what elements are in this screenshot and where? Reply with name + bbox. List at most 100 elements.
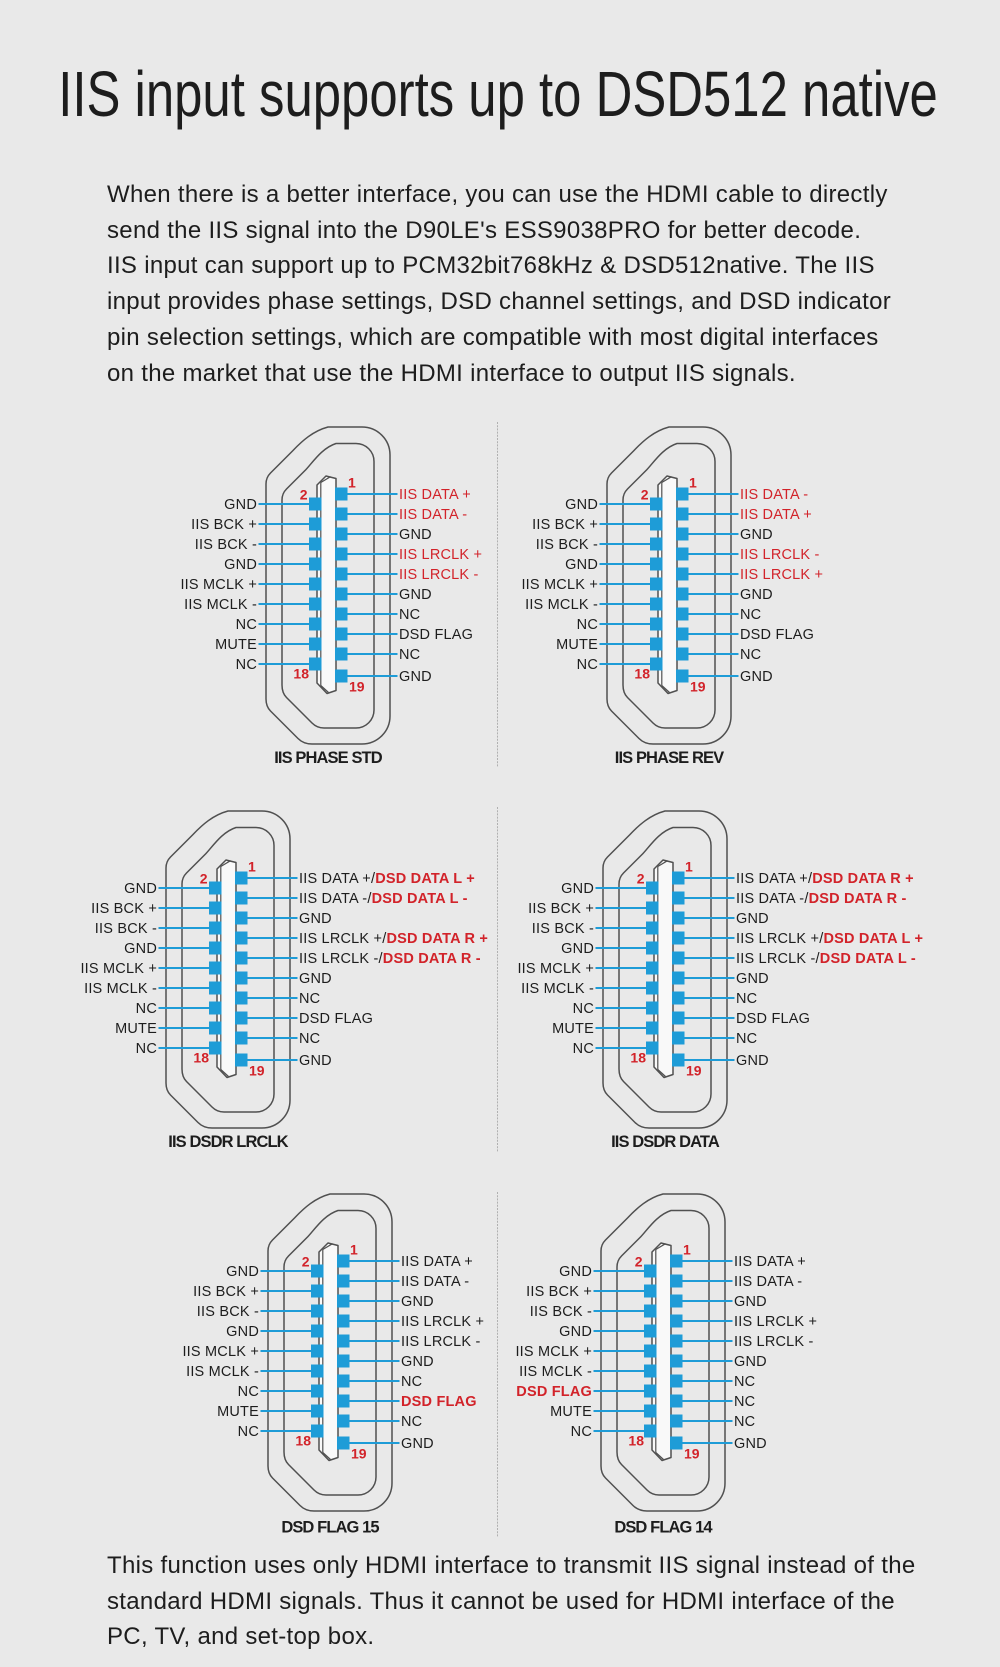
svg-text:NC: NC	[299, 991, 320, 1007]
svg-text:IIS BCK +: IIS BCK +	[193, 1284, 259, 1300]
svg-text:NC: NC	[236, 617, 257, 633]
svg-text:IIS DSDR LRCLK: IIS DSDR LRCLK	[168, 1133, 288, 1151]
svg-text:NC: NC	[399, 607, 420, 623]
svg-text:GND: GND	[561, 941, 594, 957]
svg-text:IIS DATA -: IIS DATA -	[740, 487, 808, 503]
svg-text:IIS LRCLK -: IIS LRCLK -	[401, 1334, 481, 1350]
svg-text:NC: NC	[238, 1384, 259, 1400]
svg-text:GND: GND	[401, 1354, 434, 1370]
svg-text:DSD FLAG 14: DSD FLAG 14	[614, 1519, 713, 1537]
svg-text:NC: NC	[399, 647, 420, 663]
svg-text:IIS LRCLK +/DSD DATA R +: IIS LRCLK +/DSD DATA R +	[299, 931, 488, 947]
svg-text:IIS PHASE STD: IIS PHASE STD	[274, 749, 382, 767]
svg-text:MUTE: MUTE	[115, 1021, 157, 1037]
svg-text:IIS BCK -: IIS BCK -	[530, 1304, 592, 1320]
svg-text:NC: NC	[136, 1001, 157, 1017]
svg-text:IIS LRCLK -: IIS LRCLK -	[399, 567, 479, 583]
svg-text:IIS MCLK +: IIS MCLK +	[180, 577, 257, 593]
svg-text:IIS BCK +: IIS BCK +	[91, 901, 157, 917]
svg-text:IIS MCLK +: IIS MCLK +	[517, 961, 594, 977]
svg-text:GND: GND	[736, 911, 769, 927]
svg-text:DSD FLAG 15: DSD FLAG 15	[281, 1519, 379, 1537]
svg-text:IIS DATA +: IIS DATA +	[401, 1254, 473, 1270]
svg-text:IIS MCLK -: IIS MCLK -	[84, 981, 157, 997]
svg-text:NC: NC	[136, 1041, 157, 1057]
svg-text:IIS LRCLK +: IIS LRCLK +	[401, 1314, 484, 1330]
svg-text:GND: GND	[401, 1436, 434, 1452]
svg-text:MUTE: MUTE	[550, 1404, 592, 1420]
svg-text:IIS DATA -: IIS DATA -	[734, 1274, 802, 1290]
svg-text:NC: NC	[740, 647, 761, 663]
svg-text:GND: GND	[299, 1053, 332, 1069]
svg-text:MUTE: MUTE	[556, 637, 598, 653]
svg-text:GND: GND	[565, 557, 598, 573]
svg-text:GND: GND	[399, 587, 432, 603]
svg-text:DSD FLAG: DSD FLAG	[736, 1011, 810, 1027]
svg-text:NC: NC	[736, 991, 757, 1007]
svg-text:MUTE: MUTE	[552, 1021, 594, 1037]
svg-text:DSD FLAG: DSD FLAG	[516, 1384, 592, 1400]
svg-text:IIS LRCLK -/DSD DATA L -: IIS LRCLK -/DSD DATA L -	[736, 951, 916, 967]
svg-text:IIS LRCLK +: IIS LRCLK +	[399, 547, 482, 563]
svg-text:IIS MCLK +: IIS MCLK +	[515, 1344, 592, 1360]
svg-text:NC: NC	[734, 1414, 755, 1430]
svg-text:IIS BCK -: IIS BCK -	[532, 921, 594, 937]
svg-text:IIS LRCLK +: IIS LRCLK +	[734, 1314, 817, 1330]
svg-text:NC: NC	[734, 1394, 755, 1410]
svg-text:IIS MCLK -: IIS MCLK -	[521, 981, 594, 997]
svg-text:IIS DATA -/DSD DATA R -: IIS DATA -/DSD DATA R -	[736, 891, 907, 907]
svg-text:IIS LRCLK +/DSD DATA L +: IIS LRCLK +/DSD DATA L +	[736, 931, 923, 947]
svg-text:IIS DATA -/DSD DATA L -: IIS DATA -/DSD DATA L -	[299, 891, 468, 907]
svg-text:GND: GND	[734, 1436, 767, 1452]
svg-text:NC: NC	[577, 657, 598, 673]
svg-text:DSD FLAG: DSD FLAG	[401, 1394, 477, 1410]
svg-text:IIS DATA +/DSD DATA L +: IIS DATA +/DSD DATA L +	[299, 871, 475, 887]
svg-text:IIS BCK +: IIS BCK +	[526, 1284, 592, 1300]
svg-text:IIS BCK -: IIS BCK -	[536, 537, 598, 553]
svg-text:NC: NC	[577, 617, 598, 633]
svg-text:GND: GND	[299, 911, 332, 927]
svg-text:IIS LRCLK -: IIS LRCLK -	[734, 1334, 814, 1350]
svg-text:IIS BCK +: IIS BCK +	[528, 901, 594, 917]
svg-text:GND: GND	[226, 1324, 259, 1340]
svg-text:MUTE: MUTE	[215, 637, 257, 653]
svg-text:GND: GND	[740, 527, 773, 543]
svg-text:NC: NC	[401, 1414, 422, 1430]
svg-text:IIS DATA +: IIS DATA +	[740, 507, 812, 523]
svg-text:NC: NC	[238, 1424, 259, 1440]
svg-text:NC: NC	[573, 1001, 594, 1017]
svg-text:GND: GND	[559, 1264, 592, 1280]
svg-text:IIS BCK -: IIS BCK -	[195, 537, 257, 553]
svg-text:IIS MCLK +: IIS MCLK +	[182, 1344, 259, 1360]
svg-text:GND: GND	[740, 587, 773, 603]
svg-text:IIS BCK +: IIS BCK +	[532, 517, 598, 533]
svg-text:IIS DATA +: IIS DATA +	[399, 487, 471, 503]
svg-text:GND: GND	[399, 669, 432, 685]
svg-text:IIS DATA +/DSD DATA R +: IIS DATA +/DSD DATA R +	[736, 871, 914, 887]
svg-text:NC: NC	[299, 1031, 320, 1047]
svg-text:IIS PHASE REV: IIS PHASE REV	[615, 749, 724, 767]
svg-text:IIS DATA +: IIS DATA +	[734, 1254, 806, 1270]
svg-text:GND: GND	[565, 497, 598, 513]
svg-text:IIS LRCLK +: IIS LRCLK +	[740, 567, 823, 583]
svg-text:NC: NC	[573, 1041, 594, 1057]
svg-text:DSD FLAG: DSD FLAG	[740, 627, 814, 643]
svg-text:IIS DATA -: IIS DATA -	[399, 507, 467, 523]
svg-text:IIS DSDR DATA: IIS DSDR DATA	[611, 1133, 720, 1151]
svg-text:GND: GND	[740, 669, 773, 685]
svg-text:NC: NC	[571, 1424, 592, 1440]
svg-text:GND: GND	[561, 881, 594, 897]
svg-text:GND: GND	[299, 971, 332, 987]
svg-text:GND: GND	[736, 971, 769, 987]
svg-text:GND: GND	[736, 1053, 769, 1069]
svg-text:IIS MCLK +: IIS MCLK +	[80, 961, 157, 977]
svg-text:MUTE: MUTE	[217, 1404, 259, 1420]
svg-text:GND: GND	[224, 557, 257, 573]
svg-text:IIS MCLK -: IIS MCLK -	[186, 1364, 259, 1380]
svg-text:IIS BCK +: IIS BCK +	[191, 517, 257, 533]
svg-text:IIS MCLK -: IIS MCLK -	[519, 1364, 592, 1380]
svg-text:IIS BCK -: IIS BCK -	[197, 1304, 259, 1320]
svg-text:NC: NC	[401, 1374, 422, 1390]
svg-text:IIS MCLK -: IIS MCLK -	[184, 597, 257, 613]
svg-text:GND: GND	[226, 1264, 259, 1280]
